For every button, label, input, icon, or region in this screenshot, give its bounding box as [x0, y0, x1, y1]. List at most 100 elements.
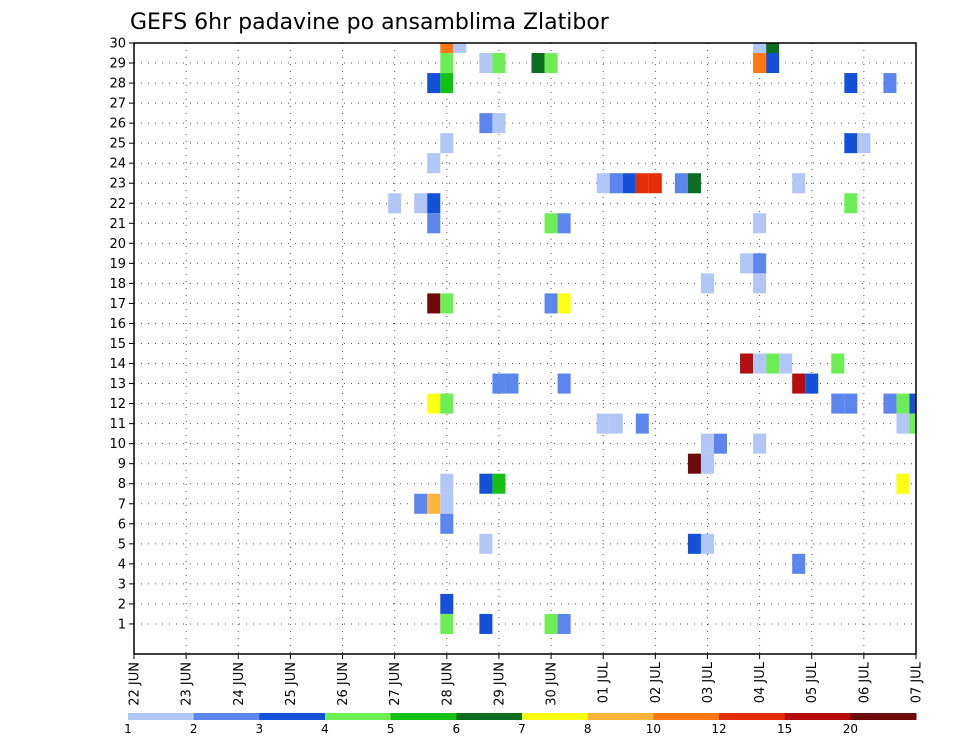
x-axis: 22 JUN 23 JUN 24 JUN 25 JUN 26 JUN 27 JUN 28 J… [128, 654, 925, 706]
precip-cell [766, 43, 780, 54]
precip-cell [479, 53, 493, 74]
y-axis: 1234567891011121314151617181920212223242… [109, 37, 134, 632]
precip-cell [857, 133, 871, 154]
precip-cell [544, 53, 558, 74]
precip-cell [792, 373, 806, 394]
y-tick-label: 23 [109, 177, 126, 192]
precip-cell [492, 53, 506, 74]
y-tick-label: 9 [118, 457, 126, 472]
y-tick-label: 25 [109, 137, 126, 152]
legend-label: 5 [387, 722, 395, 736]
precip-cell [596, 413, 610, 434]
x-tick-label: 24 JUN [232, 662, 247, 706]
y-tick-label: 17 [109, 297, 126, 312]
precip-cell [831, 393, 845, 414]
precip-cell [687, 533, 701, 554]
precip-cell [492, 373, 506, 394]
precip-cell [609, 173, 623, 194]
y-tick-label: 16 [109, 317, 126, 332]
chart-title: GEFS 6hr padavine po ansamblima Zlatibor [130, 10, 610, 35]
x-tick-label: 01 JUL [597, 661, 612, 703]
precip-cell [557, 613, 571, 634]
precip-cell [453, 43, 467, 54]
precip-cell [388, 193, 402, 214]
precip-cell [427, 153, 441, 174]
precip-cell [779, 353, 793, 374]
legend-label: 8 [584, 722, 592, 736]
precip-cell [440, 53, 454, 74]
legend-label: 7 [518, 722, 526, 736]
y-tick-label: 7 [118, 497, 126, 512]
y-tick-label: 3 [118, 577, 126, 592]
plot-frame [133, 42, 917, 655]
legend-swatch [653, 713, 720, 720]
precip-cell [544, 293, 558, 314]
precip-cell [440, 133, 454, 154]
precip-cell [622, 173, 636, 194]
x-tick-label: 04 JUL [753, 661, 768, 703]
precip-cell [414, 493, 428, 514]
precip-cell [440, 73, 454, 94]
precip-cell [909, 413, 916, 434]
precip-cell [713, 433, 728, 454]
precip-cell [427, 293, 441, 314]
precip-cell [505, 373, 519, 394]
y-tick-label: 6 [118, 517, 126, 532]
y-tick-label: 20 [109, 237, 126, 252]
y-tick-label: 24 [109, 157, 126, 172]
precip-cell [753, 213, 767, 234]
precip-cell [440, 293, 454, 314]
y-tick-label: 30 [109, 37, 126, 52]
x-tick-label: 03 JUL [701, 661, 716, 703]
y-tick-label: 21 [109, 217, 126, 232]
legend-swatch [259, 713, 326, 720]
legend-swatch [522, 713, 589, 720]
precip-cell [492, 473, 506, 494]
precip-cell [440, 613, 454, 634]
precip-cell [648, 173, 662, 194]
precip-cell [427, 73, 441, 94]
x-tick-label: 26 JUN [336, 662, 351, 706]
precip-cell [440, 43, 454, 54]
x-tick-label: 28 JUN [440, 662, 455, 706]
precip-cell [479, 473, 493, 494]
x-tick-label: 07 JUL [910, 661, 925, 703]
y-tick-label: 15 [109, 337, 126, 352]
legend-swatch [719, 713, 786, 720]
precip-cell [427, 193, 441, 214]
y-tick-label: 1 [118, 617, 126, 632]
y-tick-label: 10 [109, 437, 126, 452]
precip-cell [544, 613, 558, 634]
precip-cell [896, 393, 910, 414]
precip-cell [557, 373, 571, 394]
precip-cell [596, 173, 610, 194]
precip-cell [896, 473, 910, 494]
x-tick-label: 23 JUN [180, 662, 195, 706]
precip-cell [687, 453, 701, 474]
x-tick-label: 25 JUN [284, 662, 299, 706]
precip-cell [700, 453, 714, 474]
precip-cell [427, 493, 441, 514]
precip-cell [753, 53, 767, 74]
precip-cell [883, 393, 897, 414]
precip-cell [766, 353, 780, 374]
legend-swatch [390, 713, 457, 720]
y-tick-label: 18 [109, 277, 126, 292]
precip-cell [753, 43, 767, 54]
precip-cell [440, 473, 454, 494]
precip-cell [766, 53, 780, 74]
x-tick-label: 02 JUL [649, 661, 664, 703]
precip-cell [844, 193, 858, 214]
color-legend: 1 2 3 4 5 6 7 8 10 12 15 20 [124, 713, 917, 736]
legend-label: 3 [256, 722, 264, 736]
x-tick-label: 27 JUN [388, 662, 403, 706]
x-tick-label: 29 JUN [492, 662, 507, 706]
y-tick-label: 8 [118, 477, 126, 492]
precip-cell [479, 113, 493, 134]
legend-label: 4 [321, 722, 329, 736]
legend-swatch [456, 713, 523, 720]
legend-swatch [128, 713, 195, 720]
precip-cell [531, 53, 545, 74]
precip-cell [492, 113, 506, 134]
